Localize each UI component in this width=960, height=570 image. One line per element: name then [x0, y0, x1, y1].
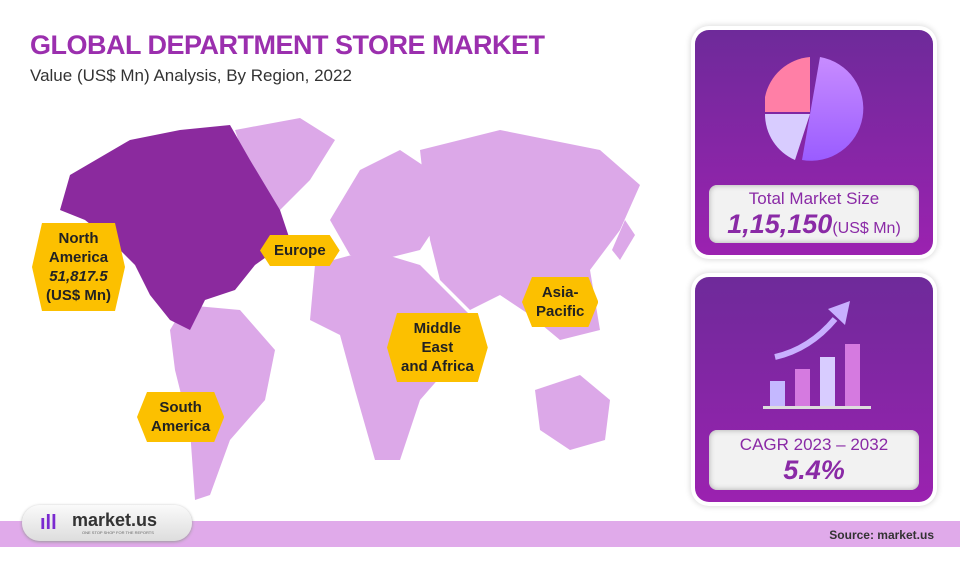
label-asia-pacific: Asia- Pacific: [522, 277, 598, 327]
cagr-box: CAGR 2023 – 2032 5.4%: [709, 430, 919, 490]
market-size-value: 1,15,150: [727, 209, 833, 239]
market-size-card: Total Market Size 1,15,150(US$ Mn): [695, 30, 933, 255]
japan: [612, 220, 635, 260]
region-unit: (US$ Mn): [46, 287, 111, 304]
logo-tagline: ONE STOP SHOP FOR THE REPORTS: [82, 530, 154, 535]
page-title: GLOBAL DEPARTMENT STORE MARKET: [30, 30, 545, 60]
cagr-card: CAGR 2023 – 2032 5.4%: [695, 277, 933, 502]
logo-text: market.us: [72, 510, 158, 530]
region-name: Europe: [274, 242, 326, 259]
label-south-america: South America: [137, 392, 224, 442]
region-name: Pacific: [536, 303, 585, 320]
region-name: Middle: [413, 320, 462, 337]
market-size-label: Total Market Size: [748, 189, 880, 208]
market-size-unit: (US$ Mn): [832, 220, 901, 237]
label-north-america: North America 51,817.5 (US$ Mn): [32, 223, 125, 311]
label-middle-east-africa: Middle East and Africa: [387, 313, 488, 382]
logo-icon: ıll: [40, 512, 57, 534]
label-europe: Europe: [260, 235, 340, 266]
market-size-box: Total Market Size 1,15,150(US$ Mn): [709, 185, 919, 243]
europe: [330, 150, 440, 260]
region-name: South: [159, 399, 202, 416]
logo: ıll market.us ONE STOP SHOP FOR THE REPO…: [22, 505, 192, 541]
cagr-label: CAGR 2023 – 2032: [739, 435, 889, 454]
cagr-value: 5.4%: [783, 455, 845, 485]
south-america: [170, 305, 275, 500]
pie-chart-icon: [764, 57, 864, 161]
region-name: North: [58, 230, 99, 247]
region-name: America: [48, 249, 109, 266]
growth-bar-chart-icon: [763, 301, 871, 409]
region-name: America: [151, 418, 211, 435]
region-value: 51,817.5: [49, 268, 108, 285]
region-name: East: [421, 339, 454, 356]
source-text: Source: market.us: [829, 528, 934, 542]
region-name: Asia-: [541, 284, 579, 301]
australia: [535, 375, 610, 450]
north-america-highlight: [60, 125, 290, 330]
page-subtitle: Value (US$ Mn) Analysis, By Region, 2022: [30, 66, 352, 85]
region-name: and Africa: [401, 358, 474, 375]
